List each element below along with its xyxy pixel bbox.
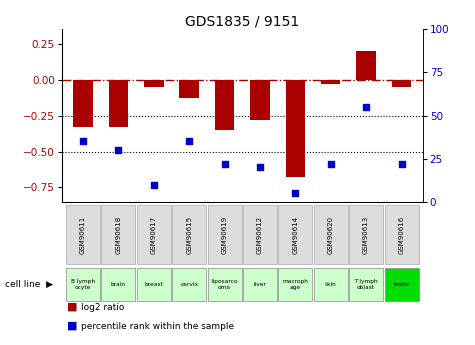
Text: liver: liver xyxy=(254,282,266,287)
Bar xyxy=(215,80,234,130)
Bar xyxy=(101,268,135,301)
Text: GSM90612: GSM90612 xyxy=(257,216,263,254)
Bar xyxy=(385,205,418,264)
Bar xyxy=(243,268,277,301)
Bar xyxy=(66,268,100,301)
Text: GSM90615: GSM90615 xyxy=(186,216,192,254)
Bar xyxy=(321,80,341,84)
Bar xyxy=(66,205,100,264)
Point xyxy=(292,190,299,196)
Bar xyxy=(278,268,313,301)
Bar xyxy=(172,205,206,264)
Bar xyxy=(137,205,171,264)
Point xyxy=(185,139,193,144)
Text: GSM90611: GSM90611 xyxy=(80,216,86,254)
Bar xyxy=(385,268,418,301)
Text: GSM90617: GSM90617 xyxy=(151,216,157,254)
Point xyxy=(221,161,228,167)
Bar xyxy=(208,205,242,264)
Point xyxy=(114,147,122,153)
Text: GSM90616: GSM90616 xyxy=(399,216,405,254)
Text: ■: ■ xyxy=(66,321,77,331)
Text: liposarco
oma: liposarco oma xyxy=(211,279,238,290)
Text: brain: brain xyxy=(111,282,126,287)
Point xyxy=(327,161,334,167)
Text: cell line  ▶: cell line ▶ xyxy=(5,280,53,289)
Bar xyxy=(314,268,348,301)
Text: GSM90614: GSM90614 xyxy=(292,216,298,254)
Bar xyxy=(314,205,348,264)
Bar xyxy=(101,205,135,264)
Text: percentile rank within the sample: percentile rank within the sample xyxy=(81,322,234,331)
Point xyxy=(79,139,87,144)
Bar xyxy=(73,80,93,127)
Title: GDS1835 / 9151: GDS1835 / 9151 xyxy=(185,14,299,28)
Point xyxy=(256,165,264,170)
Text: testis: testis xyxy=(393,282,409,287)
Text: breast: breast xyxy=(144,282,163,287)
Bar xyxy=(208,268,242,301)
Text: GSM90619: GSM90619 xyxy=(221,216,228,254)
Bar xyxy=(278,205,313,264)
Text: GSM90613: GSM90613 xyxy=(363,216,369,254)
Text: ■: ■ xyxy=(66,302,77,312)
Text: cervix: cervix xyxy=(180,282,198,287)
Text: GSM90618: GSM90618 xyxy=(115,216,122,254)
Point xyxy=(398,161,405,167)
Point xyxy=(150,182,158,187)
Text: macroph
age: macroph age xyxy=(283,279,308,290)
Bar xyxy=(349,205,383,264)
Bar xyxy=(180,80,199,98)
Bar xyxy=(392,80,411,87)
Text: GSM90620: GSM90620 xyxy=(328,216,334,254)
Bar xyxy=(109,80,128,127)
Text: skin: skin xyxy=(325,282,337,287)
Bar xyxy=(144,80,163,87)
Bar xyxy=(137,268,171,301)
Text: T lymph
oblast: T lymph oblast xyxy=(354,279,378,290)
Bar xyxy=(349,268,383,301)
Bar xyxy=(356,51,376,80)
Bar xyxy=(250,80,270,120)
Point xyxy=(362,104,370,110)
Bar xyxy=(172,268,206,301)
Text: B lymph
ocyte: B lymph ocyte xyxy=(71,279,95,290)
Bar xyxy=(243,205,277,264)
Text: log2 ratio: log2 ratio xyxy=(81,303,124,312)
Bar xyxy=(285,80,305,177)
